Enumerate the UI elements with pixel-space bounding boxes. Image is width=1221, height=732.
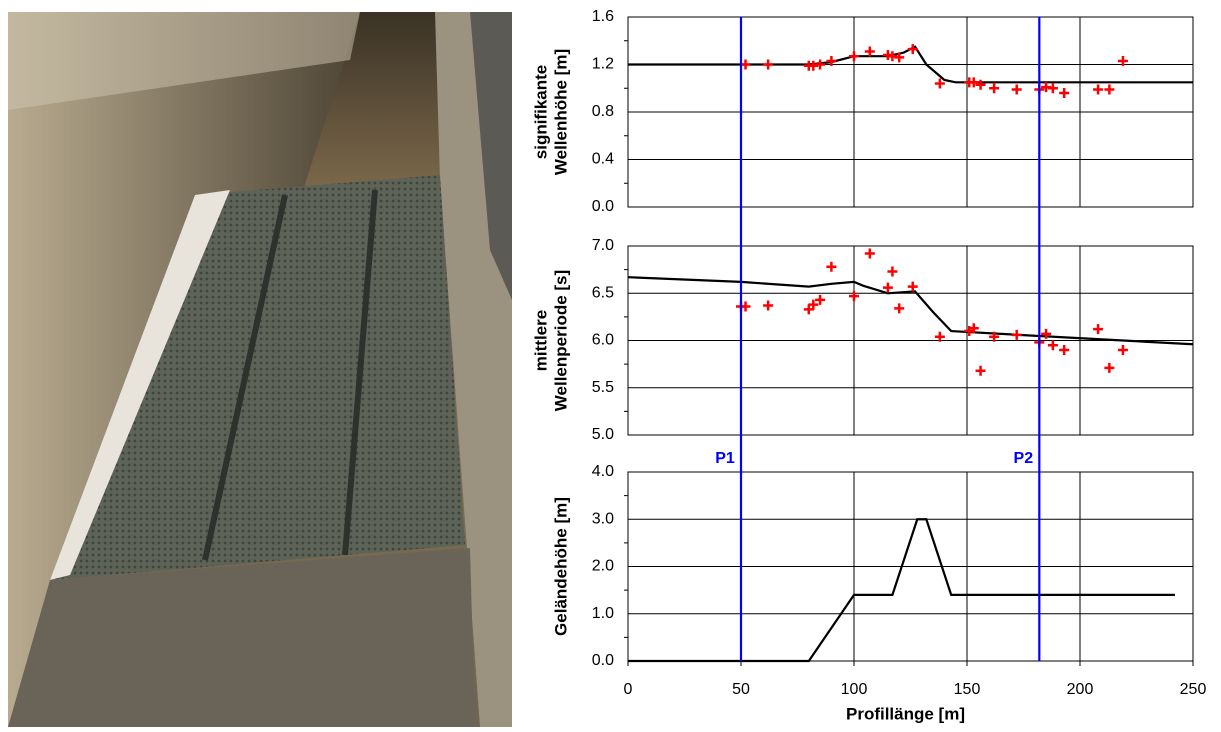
y-tick-label: 1.0 xyxy=(592,605,614,622)
data-line xyxy=(628,518,1175,663)
data-point xyxy=(1059,88,1070,98)
x-tick-label: 100 xyxy=(841,681,868,698)
data-line xyxy=(628,45,1193,84)
data-point xyxy=(1059,344,1070,355)
data-point xyxy=(1093,84,1104,95)
data-point xyxy=(864,46,875,57)
y-tick-label: 5.5 xyxy=(592,379,614,396)
data-point xyxy=(826,261,837,272)
y-tick-label: 1.6 xyxy=(592,8,614,25)
data-point xyxy=(1117,344,1128,355)
data-point xyxy=(763,300,774,311)
data-point xyxy=(968,77,979,88)
x-tick-label: 250 xyxy=(1180,681,1207,698)
y-tick-label: 1.2 xyxy=(592,56,614,73)
data-point xyxy=(894,52,905,63)
data-point xyxy=(826,55,837,66)
y-tick-label: 7.0 xyxy=(592,237,614,254)
data-point xyxy=(849,51,859,62)
data-point xyxy=(1047,340,1058,351)
data-point xyxy=(763,59,774,70)
x-tick-label: 200 xyxy=(1067,681,1094,698)
data-point xyxy=(815,59,826,70)
plot-border xyxy=(627,471,1194,662)
data-point xyxy=(907,44,918,55)
y-axis-title: mittlere xyxy=(531,310,550,371)
x-tick-label: 0 xyxy=(624,681,633,698)
charts: 0.0 0.4 0.8 1.2 1.6 signifikante Wellenhöhe [m… xyxy=(531,8,1206,723)
data-point xyxy=(975,79,986,90)
y-tick-label: 4.0 xyxy=(592,463,614,480)
y-tick-label: 6.5 xyxy=(592,284,614,301)
y-tick-label: 3.0 xyxy=(592,510,614,527)
y-axis-title: Wellenhöhe [m] xyxy=(551,49,570,175)
y-tick-label: 0.0 xyxy=(592,652,614,669)
x-tick-label: 150 xyxy=(954,681,981,698)
data-point xyxy=(934,331,945,342)
profile-label: P2 xyxy=(1014,450,1034,467)
plot-border xyxy=(627,16,1194,208)
y-tick-label: 0.0 xyxy=(592,198,614,215)
data-point xyxy=(934,78,945,89)
y-tick-label: 6.0 xyxy=(592,332,614,349)
data-point xyxy=(989,83,1000,94)
y-tick-label: 5.0 xyxy=(592,426,614,443)
data-point xyxy=(1093,324,1104,335)
plot-border xyxy=(627,245,1194,436)
data-point xyxy=(975,365,986,376)
profile-label: P1 xyxy=(715,450,735,467)
data-point xyxy=(1011,84,1022,95)
y-tick-label: 0.4 xyxy=(592,151,614,168)
photo xyxy=(8,12,512,727)
data-point xyxy=(887,266,898,277)
data-point xyxy=(1047,83,1058,94)
y-axis-title: Wellenperiode [s] xyxy=(551,270,570,411)
data-point xyxy=(1104,84,1115,95)
data-point xyxy=(894,303,905,314)
data-point xyxy=(907,281,918,292)
data-point xyxy=(740,59,751,70)
data-point xyxy=(1104,362,1115,373)
x-axis-title: Profillänge [m] xyxy=(846,704,965,723)
y-axis-title: signifikante xyxy=(531,65,550,159)
data-point xyxy=(1041,328,1052,339)
data-point xyxy=(849,291,859,302)
data-point xyxy=(740,301,751,312)
y-tick-label: 0.8 xyxy=(592,103,614,120)
y-axis-title: Geländehöhe [m] xyxy=(551,497,570,636)
y-tick-label: 2.0 xyxy=(592,558,614,575)
x-tick-label: 50 xyxy=(732,681,750,698)
data-point xyxy=(864,248,875,259)
data-point xyxy=(882,282,893,293)
data-point xyxy=(808,299,819,310)
data-point xyxy=(815,294,826,305)
data-point xyxy=(968,323,979,334)
data-point xyxy=(1117,55,1128,66)
data-point xyxy=(1011,329,1022,340)
data-point xyxy=(989,331,1000,342)
